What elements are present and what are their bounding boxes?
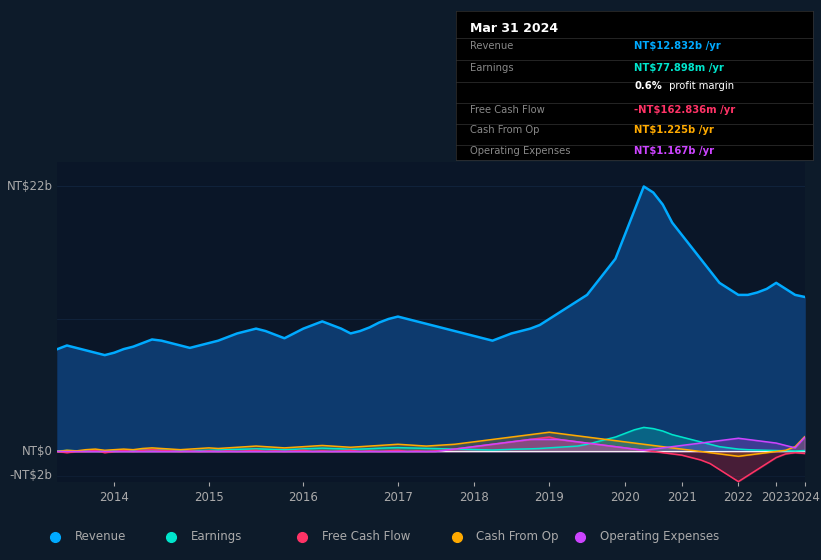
Text: Earnings: Earnings bbox=[190, 530, 242, 543]
Text: Earnings: Earnings bbox=[470, 63, 514, 73]
Text: NT$12.832b /yr: NT$12.832b /yr bbox=[635, 41, 721, 51]
Text: -NT$162.836m /yr: -NT$162.836m /yr bbox=[635, 105, 736, 115]
Text: profit margin: profit margin bbox=[667, 81, 735, 91]
Text: Revenue: Revenue bbox=[470, 41, 513, 51]
Text: NT$1.167b /yr: NT$1.167b /yr bbox=[635, 146, 714, 156]
Text: Mar 31 2024: Mar 31 2024 bbox=[470, 22, 558, 35]
Text: Revenue: Revenue bbox=[75, 530, 126, 543]
Text: NT$1.225b /yr: NT$1.225b /yr bbox=[635, 125, 714, 136]
Text: Free Cash Flow: Free Cash Flow bbox=[322, 530, 410, 543]
Text: Cash From Op: Cash From Op bbox=[476, 530, 558, 543]
Text: NT$77.898m /yr: NT$77.898m /yr bbox=[635, 63, 724, 73]
Text: Cash From Op: Cash From Op bbox=[470, 125, 539, 136]
Text: NT$0: NT$0 bbox=[22, 445, 53, 458]
Text: 0.6%: 0.6% bbox=[635, 81, 662, 91]
Text: Operating Expenses: Operating Expenses bbox=[470, 146, 571, 156]
Text: -NT$2b: -NT$2b bbox=[10, 469, 53, 482]
Text: Free Cash Flow: Free Cash Flow bbox=[470, 105, 544, 115]
Text: NT$22b: NT$22b bbox=[7, 180, 53, 193]
Text: Operating Expenses: Operating Expenses bbox=[599, 530, 719, 543]
